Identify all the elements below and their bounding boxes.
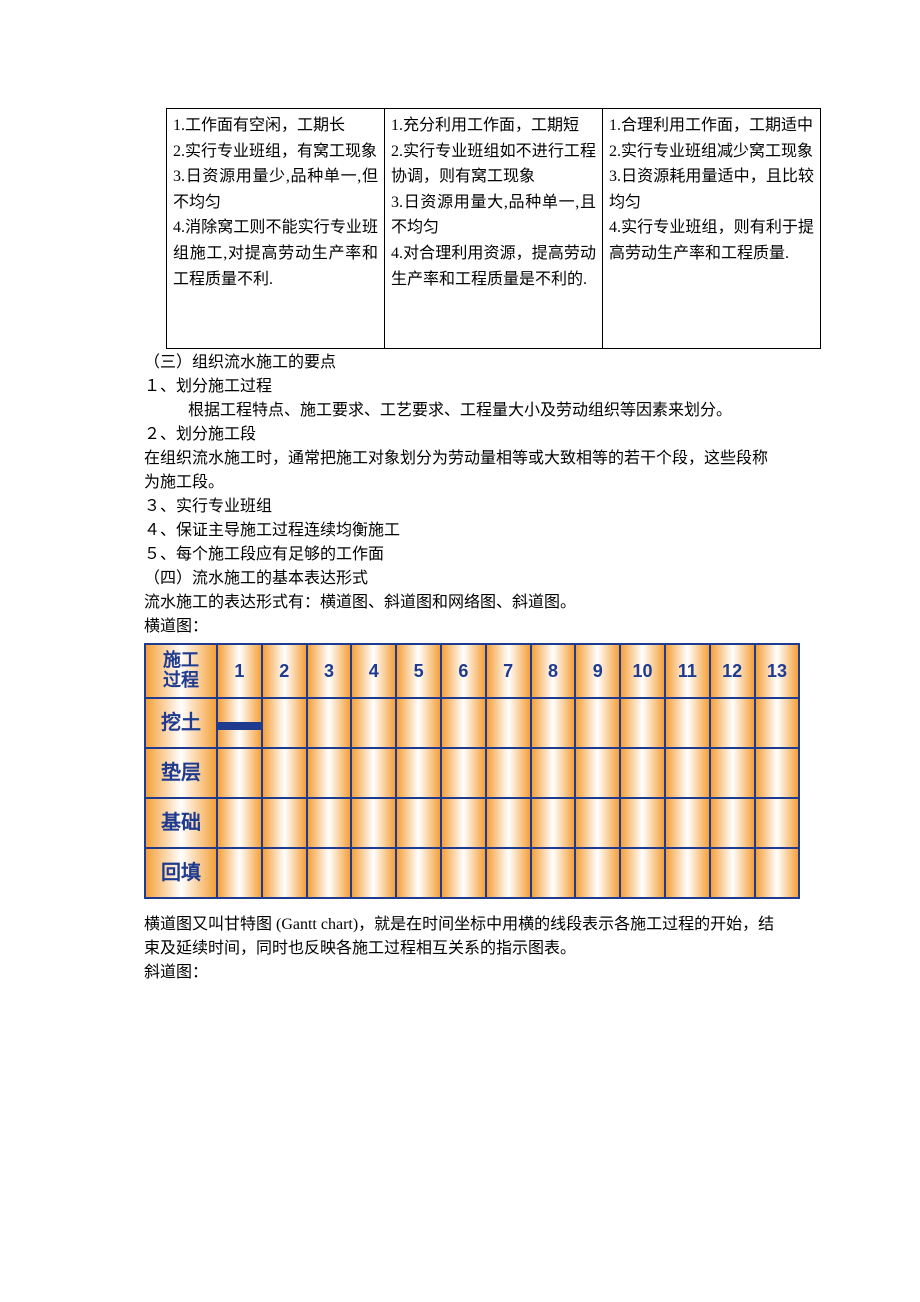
gantt-row-label: 挖土 bbox=[145, 698, 217, 748]
point-2-title: ２、划分施工段 bbox=[144, 423, 776, 447]
gantt-cell bbox=[755, 798, 800, 848]
point-5: ５、每个施工段应有足够的工作面 bbox=[144, 543, 776, 567]
gantt-time-header: 8 bbox=[531, 644, 576, 698]
point-1-body: 根据工程特点、施工要求、工艺要求、工程量大小及劳动组织等因素来划分。 bbox=[144, 399, 776, 423]
gantt-cell bbox=[620, 748, 665, 798]
gantt-row-label: 垫层 bbox=[145, 748, 217, 798]
gantt-time-header: 2 bbox=[262, 644, 307, 698]
point-1-title: １、划分施工过程 bbox=[144, 375, 776, 399]
gantt-cell bbox=[531, 798, 576, 848]
gantt-cell bbox=[441, 748, 486, 798]
gantt-cell bbox=[307, 698, 352, 748]
gantt-cell bbox=[307, 798, 352, 848]
gantt-cell bbox=[755, 748, 800, 798]
gantt-cell bbox=[351, 798, 396, 848]
gantt-cell bbox=[486, 848, 531, 898]
comparison-col-2: 1.充分利用工作面，工期短2.实行专业班组如不进行工程协调，则有窝工现象3.日资… bbox=[385, 109, 603, 349]
comparison-col-1: 1.工作面有空闲，工期长2.实行专业班组，有窝工现象3.日资源用量少,品种单一,… bbox=[167, 109, 385, 349]
comparison-col-3: 1.合理利用工作面，工期适中2.实行专业班组减少窝工现象3.日资源耗用量适中，且… bbox=[603, 109, 821, 349]
gantt-cell bbox=[486, 698, 531, 748]
gantt-row-label: 基础 bbox=[145, 798, 217, 848]
gantt-cell bbox=[665, 798, 710, 848]
gantt-cell bbox=[441, 848, 486, 898]
gantt-time-header: 6 bbox=[441, 644, 486, 698]
gantt-cell bbox=[575, 698, 620, 748]
gantt-cell bbox=[262, 748, 307, 798]
comparison-table: 1.工作面有空闲，工期长2.实行专业班组，有窝工现象3.日资源用量少,品种单一,… bbox=[166, 108, 821, 349]
point-3: ３、实行专业班组 bbox=[144, 495, 776, 519]
gantt-label: 横道图： bbox=[144, 615, 776, 639]
gantt-cell bbox=[351, 748, 396, 798]
gantt-time-header: 10 bbox=[620, 644, 665, 698]
gantt-cell bbox=[755, 698, 800, 748]
gantt-cell bbox=[217, 748, 262, 798]
gantt-cell bbox=[217, 798, 262, 848]
gantt-cell bbox=[755, 848, 800, 898]
gantt-cell bbox=[396, 698, 441, 748]
gantt-cell bbox=[217, 698, 262, 748]
section-3-heading: （三）组织流水施工的要点 bbox=[144, 351, 776, 375]
gantt-cell bbox=[710, 848, 755, 898]
gantt-time-header: 7 bbox=[486, 644, 531, 698]
gantt-cell bbox=[531, 848, 576, 898]
gantt-cell bbox=[710, 698, 755, 748]
gantt-time-header: 1 bbox=[217, 644, 262, 698]
gantt-time-header: 4 bbox=[351, 644, 396, 698]
gantt-cell bbox=[486, 748, 531, 798]
gantt-cell bbox=[486, 798, 531, 848]
gantt-cell bbox=[351, 848, 396, 898]
gantt-cell bbox=[620, 698, 665, 748]
gantt-row-label: 回填 bbox=[145, 848, 217, 898]
gantt-cell bbox=[531, 698, 576, 748]
gantt-cell bbox=[575, 848, 620, 898]
slant-label: 斜道图： bbox=[144, 961, 776, 985]
gantt-cell bbox=[710, 798, 755, 848]
gantt-cell bbox=[441, 698, 486, 748]
gantt-time-header: 3 bbox=[307, 644, 352, 698]
forms-line: 流水施工的表达形式有：横道图、斜道图和网络图、斜道图。 bbox=[144, 591, 776, 615]
gantt-time-header: 11 bbox=[665, 644, 710, 698]
gantt-cell bbox=[262, 798, 307, 848]
gantt-footer: 横道图又叫甘特图 (Gantt chart)，就是在时间坐标中用横的线段表示各施… bbox=[144, 913, 776, 961]
gantt-cell bbox=[620, 798, 665, 848]
gantt-cell bbox=[575, 798, 620, 848]
gantt-cell bbox=[620, 848, 665, 898]
gantt-cell bbox=[217, 848, 262, 898]
gantt-cell bbox=[665, 848, 710, 898]
gantt-time-header: 12 bbox=[710, 644, 755, 698]
gantt-cell bbox=[710, 748, 755, 798]
gantt-header-label: 施工过程 bbox=[145, 644, 217, 698]
gantt-cell bbox=[396, 848, 441, 898]
gantt-cell bbox=[307, 848, 352, 898]
section-4-heading: （四）流水施工的基本表达形式 bbox=[144, 567, 776, 591]
gantt-cell bbox=[396, 798, 441, 848]
gantt-time-header: 9 bbox=[575, 644, 620, 698]
point-2-body: 在组织流水施工时，通常把施工对象划分为劳动量相等或大致相等的若干个段，这些段称为… bbox=[144, 447, 776, 495]
gantt-time-header: 5 bbox=[396, 644, 441, 698]
gantt-cell bbox=[665, 748, 710, 798]
gantt-cell bbox=[441, 798, 486, 848]
gantt-cell bbox=[665, 698, 710, 748]
point-4: ４、保证主导施工过程连续均衡施工 bbox=[144, 519, 776, 543]
gantt-cell bbox=[351, 698, 396, 748]
gantt-cell bbox=[262, 698, 307, 748]
gantt-chart: 施工过程12345678910111213挖土垫层基础回填 bbox=[144, 643, 798, 899]
gantt-cell bbox=[307, 748, 352, 798]
gantt-cell bbox=[575, 748, 620, 798]
gantt-cell bbox=[531, 748, 576, 798]
gantt-cell bbox=[262, 848, 307, 898]
gantt-time-header: 13 bbox=[755, 644, 800, 698]
gantt-cell bbox=[396, 748, 441, 798]
